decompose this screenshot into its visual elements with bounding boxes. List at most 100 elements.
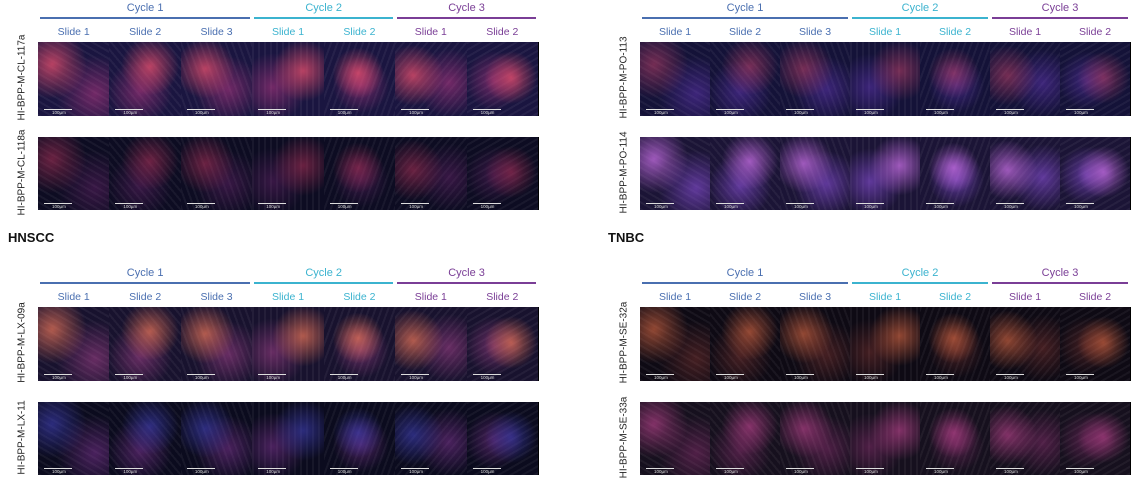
scale-bar: [258, 109, 287, 110]
scale-bar-label: 100µm: [266, 469, 281, 474]
cycle-label: Cycle 2: [305, 2, 343, 14]
scale-bar-label: 100µm: [654, 375, 668, 380]
scale-bar-label: 100µm: [337, 204, 352, 209]
microscopy-image: 100µm: [850, 402, 921, 475]
scale-bar: [115, 109, 144, 110]
microscopy-image: 100µm: [640, 307, 711, 381]
sample-label: HI-BPP-M-CL-118a: [16, 129, 28, 215]
slide-label: Slide 2: [129, 26, 162, 38]
scale-bar-label: 100µm: [934, 375, 948, 380]
scale-bar: [1066, 109, 1094, 110]
scale-bar: [996, 203, 1024, 204]
slide-label: Slide 2: [343, 291, 376, 303]
scale-bar: [472, 203, 501, 204]
microscopy-image: 100µm: [252, 42, 325, 116]
scale-bar-label: 100µm: [409, 110, 423, 115]
slide-label: Slide 2: [486, 291, 519, 303]
scale-bar: [856, 468, 884, 469]
scale-bar: [996, 468, 1024, 469]
scale-bar-label: 100µm: [794, 469, 808, 474]
microscopy-image: 100µm: [109, 307, 182, 381]
scale-bar: [44, 468, 72, 469]
cycle-label: Cycle 2: [901, 267, 939, 279]
scale-bar: [329, 468, 358, 469]
cycle-line: [254, 17, 394, 19]
scale-bar: [401, 203, 430, 204]
microscopy-image: 100µm: [466, 137, 539, 210]
scale-bar-label: 100µm: [1074, 375, 1088, 380]
microscopy-image: 100µm: [710, 402, 781, 475]
microscopy-image: 100µm: [180, 402, 254, 475]
microscopy-image: 100µm: [109, 42, 182, 116]
cycle-line: [642, 17, 848, 19]
microscopy-image: 100µm: [990, 307, 1061, 381]
scale-bar-label: 100µm: [194, 469, 209, 474]
scale-bar: [258, 468, 287, 469]
microscopy-image: 100µm: [850, 307, 921, 381]
cycle-label: Cycle 2: [305, 267, 343, 279]
scale-bar: [1066, 203, 1094, 204]
scale-bar-label: 100µm: [194, 204, 209, 209]
scale-bar: [996, 109, 1024, 110]
scale-bar: [646, 468, 674, 469]
microscopy-image: 100µm: [395, 42, 468, 116]
microscopy-image: 100µm: [1060, 137, 1131, 210]
slide-label: Slide 2: [1078, 291, 1112, 303]
slide-label: Slide 1: [271, 26, 305, 38]
microscopy-image: 100µm: [640, 402, 711, 475]
scale-bar: [716, 109, 744, 110]
scale-bar-label: 100µm: [480, 469, 495, 474]
scale-bar: [926, 374, 954, 375]
microscopy-image: 100µm: [920, 137, 991, 210]
slide-label: Slide 3: [798, 26, 832, 38]
sample-label: HI-BPP-M-LX-11: [16, 399, 28, 475]
scale-bar: [401, 468, 430, 469]
slide-label: Slide 2: [938, 26, 972, 38]
scale-bar: [186, 468, 215, 469]
scale-bar: [115, 468, 144, 469]
scale-bar: [115, 203, 144, 204]
scale-bar: [186, 374, 215, 375]
microscopy-image: 100µm: [780, 42, 851, 116]
scale-bar-label: 100µm: [794, 204, 808, 209]
scale-bar-label: 100µm: [1004, 204, 1018, 209]
microscopy-image: 100µm: [710, 137, 781, 210]
scale-bar-label: 100µm: [1074, 204, 1088, 209]
scale-bar-label: 100µm: [654, 110, 668, 115]
slide-label: Slide 1: [414, 26, 447, 38]
slide-label: Slide 2: [1078, 26, 1112, 38]
scale-bar: [186, 109, 215, 110]
scale-bar-label: 100µm: [123, 204, 138, 209]
cycle-label: Cycle 1: [726, 267, 764, 279]
scale-bar-label: 100µm: [266, 110, 281, 115]
slide-label: Slide 1: [57, 26, 90, 38]
microscopy-image: 100µm: [710, 42, 781, 116]
scale-bar: [996, 374, 1024, 375]
scale-bar: [329, 203, 358, 204]
scale-bar-label: 100µm: [934, 469, 948, 474]
microscopy-image: 100µm: [920, 42, 991, 116]
cycle-label: Cycle 3: [448, 267, 485, 279]
cycle-line: [397, 17, 536, 19]
scale-bar-label: 100µm: [409, 469, 423, 474]
microscopy-image: 100µm: [920, 402, 991, 475]
scale-bar: [716, 203, 744, 204]
scale-bar: [329, 374, 358, 375]
microscopy-image: 100µm: [252, 307, 325, 381]
scale-bar-label: 100µm: [266, 204, 281, 209]
microscopy-image: 100µm: [640, 42, 711, 116]
scale-bar: [786, 468, 814, 469]
scale-bar-label: 100µm: [864, 469, 878, 474]
scale-bar-label: 100µm: [52, 110, 66, 115]
cycle-line: [254, 282, 394, 284]
microscopy-image: 100µm: [850, 42, 921, 116]
microscopy-image: 100µm: [180, 42, 254, 116]
microscopy-image: 100µm: [395, 137, 468, 210]
scale-bar: [44, 203, 72, 204]
scale-bar-label: 100µm: [654, 469, 668, 474]
microscopy-image: 100µm: [252, 137, 325, 210]
scale-bar: [258, 374, 287, 375]
slide-label: Slide 2: [486, 26, 519, 38]
microscopy-image: 100µm: [109, 137, 182, 210]
scale-bar: [1066, 374, 1094, 375]
